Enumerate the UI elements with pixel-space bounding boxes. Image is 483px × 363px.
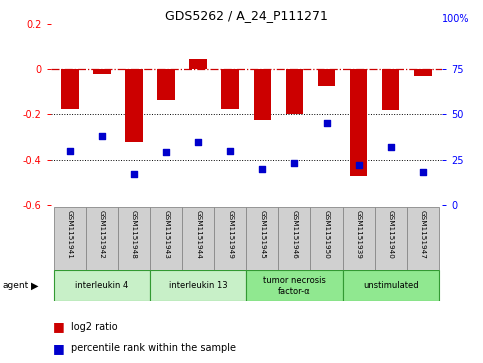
- Text: interleukin 4: interleukin 4: [75, 281, 128, 290]
- Bar: [285, 69, 303, 114]
- Title: GDS5262 / A_24_P111271: GDS5262 / A_24_P111271: [165, 9, 328, 23]
- Bar: [222, 69, 239, 109]
- Text: ■: ■: [53, 342, 65, 355]
- Text: GSM1151947: GSM1151947: [420, 210, 426, 259]
- Text: GSM1151943: GSM1151943: [163, 210, 169, 259]
- Text: interleukin 13: interleukin 13: [169, 281, 227, 290]
- Bar: [86, 207, 118, 270]
- Text: GSM1151949: GSM1151949: [227, 210, 233, 259]
- Bar: [342, 270, 439, 301]
- Bar: [214, 207, 246, 270]
- Text: agent: agent: [2, 281, 28, 290]
- Bar: [125, 69, 143, 142]
- Text: GSM1151945: GSM1151945: [259, 210, 265, 259]
- Bar: [93, 69, 111, 73]
- Bar: [414, 69, 431, 76]
- Text: tumor necrosis
factor-α: tumor necrosis factor-α: [263, 276, 326, 295]
- Bar: [318, 69, 335, 86]
- Text: ▶: ▶: [31, 281, 39, 291]
- Text: ■: ■: [53, 320, 65, 333]
- Bar: [382, 69, 399, 110]
- Point: [291, 160, 298, 166]
- Bar: [375, 207, 407, 270]
- Text: GSM1151946: GSM1151946: [291, 210, 298, 259]
- Bar: [189, 59, 207, 69]
- Point: [162, 150, 170, 155]
- Text: GSM1151939: GSM1151939: [355, 210, 362, 259]
- Bar: [150, 270, 246, 301]
- Point: [194, 139, 202, 144]
- Bar: [157, 69, 175, 99]
- Bar: [61, 69, 79, 109]
- Bar: [150, 207, 182, 270]
- Text: 100%: 100%: [442, 13, 469, 24]
- Point: [98, 133, 106, 139]
- Bar: [246, 207, 278, 270]
- Point: [258, 166, 266, 172]
- Point: [130, 171, 138, 177]
- Bar: [254, 69, 271, 120]
- Text: GSM1151944: GSM1151944: [195, 210, 201, 259]
- Text: unstimulated: unstimulated: [363, 281, 418, 290]
- Bar: [118, 207, 150, 270]
- Bar: [407, 207, 439, 270]
- Text: log2 ratio: log2 ratio: [71, 322, 118, 332]
- Point: [66, 148, 74, 154]
- Point: [387, 144, 395, 150]
- Bar: [350, 69, 368, 176]
- Point: [419, 170, 426, 175]
- Bar: [278, 207, 311, 270]
- Point: [355, 162, 362, 168]
- Text: GSM1151942: GSM1151942: [99, 210, 105, 259]
- Text: percentile rank within the sample: percentile rank within the sample: [71, 343, 237, 354]
- Bar: [246, 270, 342, 301]
- Text: GSM1151948: GSM1151948: [131, 210, 137, 259]
- Point: [323, 121, 330, 126]
- Text: GSM1151950: GSM1151950: [324, 210, 329, 259]
- Bar: [182, 207, 214, 270]
- Bar: [342, 207, 375, 270]
- Bar: [54, 207, 86, 270]
- Bar: [311, 207, 342, 270]
- Bar: [54, 270, 150, 301]
- Text: GSM1151940: GSM1151940: [388, 210, 394, 259]
- Text: GSM1151941: GSM1151941: [67, 210, 73, 259]
- Point: [227, 148, 234, 154]
